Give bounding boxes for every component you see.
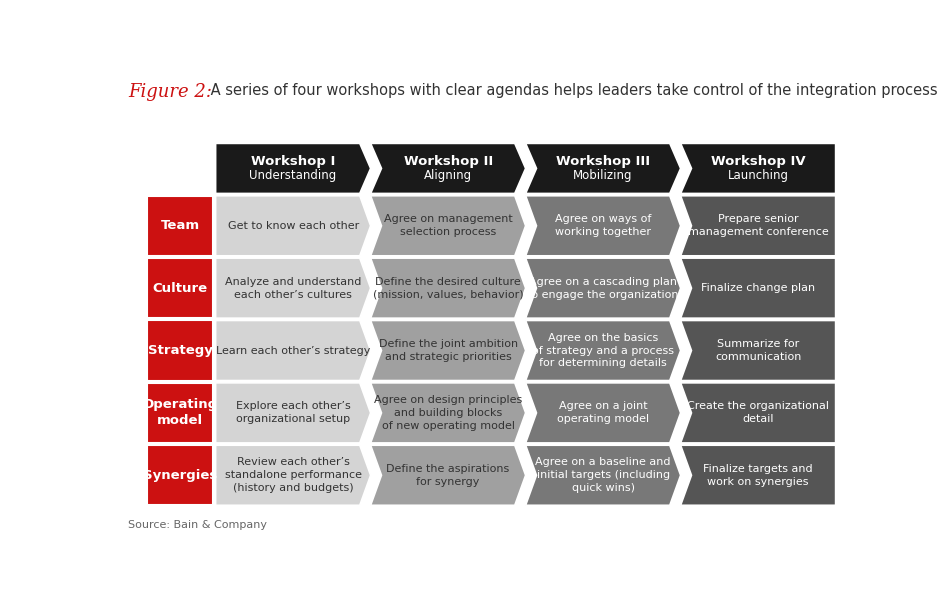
Polygon shape [680,445,836,505]
Polygon shape [216,258,370,318]
Polygon shape [525,144,680,194]
Text: Agree on a baseline and
initial targets (including
quick wins): Agree on a baseline and initial targets … [536,458,671,493]
Text: Launching: Launching [728,169,788,182]
Text: Workshop I: Workshop I [251,155,335,168]
Text: Analyze and understand
each other’s cultures: Analyze and understand each other’s cult… [225,277,361,299]
Text: Agree on ways of
working together: Agree on ways of working together [555,214,652,237]
Polygon shape [680,383,836,443]
Polygon shape [680,321,836,381]
Text: Agree on management
selection process: Agree on management selection process [384,214,512,237]
Polygon shape [525,196,680,256]
Polygon shape [525,321,680,381]
Polygon shape [370,196,525,256]
Text: Learn each other’s strategy: Learn each other’s strategy [216,345,370,356]
Text: Workshop II: Workshop II [404,155,493,168]
Text: Workshop III: Workshop III [556,155,650,168]
Text: Agree on a joint
operating model: Agree on a joint operating model [557,401,649,424]
Polygon shape [370,321,525,381]
Text: Define the aspirations
for synergy: Define the aspirations for synergy [387,464,510,486]
Text: Strategy: Strategy [148,344,213,357]
Polygon shape [525,258,680,318]
Polygon shape [216,144,370,194]
Text: Team: Team [161,219,200,232]
Text: Culture: Culture [153,282,208,295]
Bar [147,321,214,381]
Text: Prepare senior
management conference: Prepare senior management conference [688,214,828,237]
Text: Understanding: Understanding [250,169,336,182]
Polygon shape [216,321,370,381]
Bar [147,445,214,505]
Polygon shape [680,196,836,256]
Polygon shape [525,383,680,443]
Text: Explore each other’s
organizational setup: Explore each other’s organizational setu… [236,401,351,424]
Text: Review each other’s
standalone performance
(history and budgets): Review each other’s standalone performan… [224,458,362,493]
Text: Synergies: Synergies [143,469,218,481]
Text: Operating
model: Operating model [142,398,218,427]
Text: Define the joint ambition
and strategic priorities: Define the joint ambition and strategic … [378,339,518,362]
Text: Finalize change plan: Finalize change plan [701,283,815,293]
Bar [147,196,214,256]
Text: Source: Bain & Company: Source: Bain & Company [128,520,267,530]
Polygon shape [216,196,370,256]
Bar [147,383,214,443]
Polygon shape [525,445,680,505]
Text: Figure 2:: Figure 2: [128,83,212,101]
Polygon shape [370,144,525,194]
Polygon shape [370,445,525,505]
Text: Create the organizational
detail: Create the organizational detail [687,401,829,424]
Text: Aligning: Aligning [424,169,472,182]
Text: Agree on design principles
and building blocks
of new operating model: Agree on design principles and building … [374,395,522,431]
Text: Get to know each other: Get to know each other [227,221,359,231]
Text: Mobilizing: Mobilizing [574,169,633,182]
Polygon shape [370,258,525,318]
Text: A series of four workshops with clear agendas helps leaders take control of the : A series of four workshops with clear ag… [206,83,938,98]
Text: Workshop IV: Workshop IV [711,155,806,168]
Text: Summarize for
communication: Summarize for communication [715,339,801,362]
Text: Finalize targets and
work on synergies: Finalize targets and work on synergies [703,464,813,486]
Polygon shape [216,445,370,505]
Polygon shape [680,144,836,194]
Polygon shape [370,383,525,443]
Text: Agree on the basics
of strategy and a process
for determining details: Agree on the basics of strategy and a pr… [532,333,674,368]
Polygon shape [216,383,370,443]
Bar [147,258,214,318]
Text: Agree on a cascading plan
to engage the organization: Agree on a cascading plan to engage the … [527,277,679,299]
Polygon shape [680,258,836,318]
Text: Define the desired culture
(mission, values, behavior): Define the desired culture (mission, val… [372,277,523,299]
